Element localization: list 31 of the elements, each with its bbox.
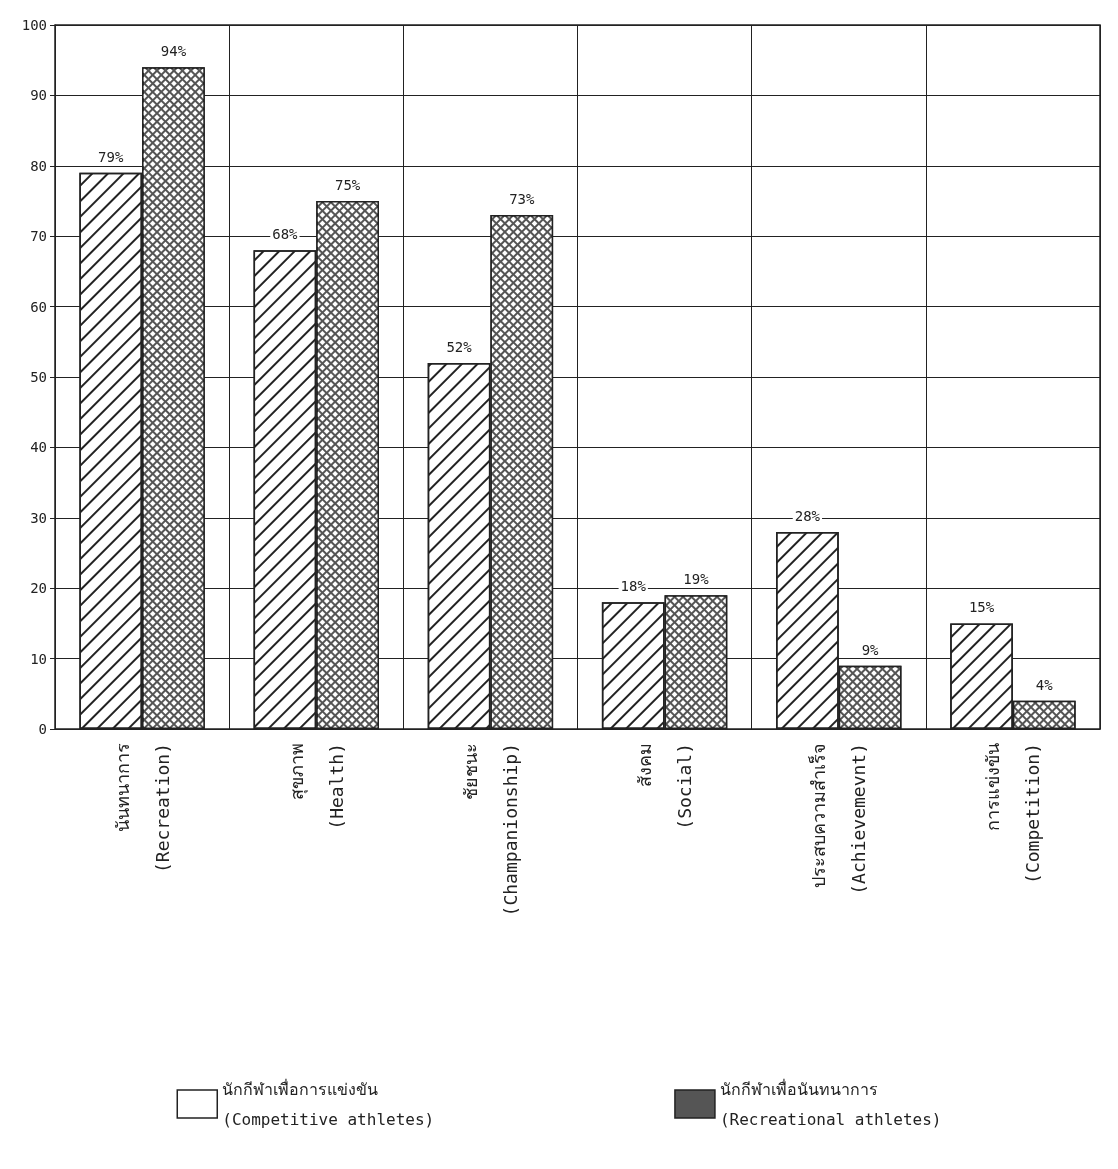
x-tick-label: สังคม (Social) xyxy=(634,743,696,830)
x-tick-label: ประสบความสำเร็จ (Achievemevnt) xyxy=(807,743,870,895)
x-tick-label: สุขภาพ (Health) xyxy=(285,743,347,830)
x-tick-label: นันทนาการ (Recreation) xyxy=(111,743,173,874)
y-tick-label: 50 xyxy=(30,369,47,385)
x-tick-label: การแข่งขัน (Competition) xyxy=(982,743,1044,884)
legend-label: นักกีฬาเพื่อนันทนาการ (Recreational athletes) xyxy=(719,1077,942,1129)
y-tick-label: 70 xyxy=(30,228,47,245)
y-tick-label: 20 xyxy=(30,580,47,597)
y-tick-label: 10 xyxy=(30,650,47,667)
data-label: 75% xyxy=(334,177,361,193)
data-label: 15% xyxy=(968,599,995,616)
legend-label: นักกีฬาเพื่อการแข่งขัน (Competitive athletes) xyxy=(222,1077,435,1129)
data-label: 18% xyxy=(620,578,647,595)
data-label: 52% xyxy=(446,338,473,355)
data-label: 4% xyxy=(1035,676,1054,693)
data-label: 28% xyxy=(794,507,821,524)
y-tick-label: 90 xyxy=(30,87,47,104)
y-tick-label: 60 xyxy=(30,298,47,315)
data-label: 68% xyxy=(272,226,299,243)
data-label: 19% xyxy=(683,571,710,588)
x-tick-label: ชัยชนะ (Champanionship) xyxy=(459,743,521,917)
data-label: 9% xyxy=(861,641,880,658)
y-tick-label: 80 xyxy=(30,157,47,174)
data-label: 73% xyxy=(509,191,535,208)
y-tick-label: 30 xyxy=(30,509,47,526)
data-label: 79% xyxy=(98,148,124,165)
y-tick-label: 0 xyxy=(38,721,47,737)
y-tick-label: 40 xyxy=(30,439,47,456)
y-tick-label: 100 xyxy=(21,17,47,33)
data-label: 94% xyxy=(160,43,187,60)
